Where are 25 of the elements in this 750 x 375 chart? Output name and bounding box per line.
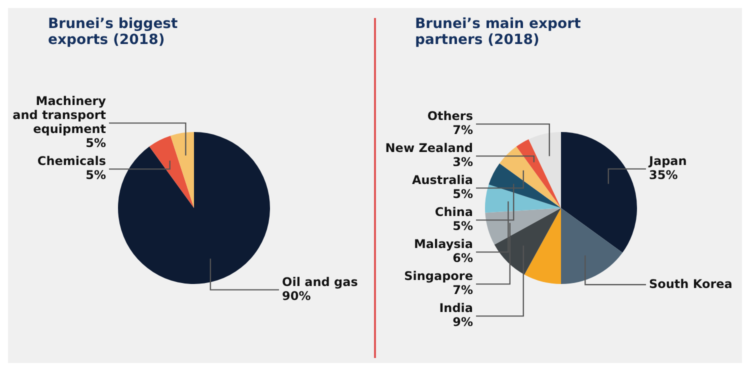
slice-label: Singapore [404, 269, 473, 284]
slice-label: Machinery and transport equipment [12, 94, 106, 136]
slice-label: Australia [412, 173, 473, 188]
slice-label: Japan [648, 154, 687, 168]
data-label: 35% [649, 168, 678, 182]
chart-title: Brunei’s main export partners (2018) [414, 15, 582, 50]
slice-label: Oil and gas [282, 274, 358, 289]
data-label: 7% [452, 123, 473, 138]
data-label: 90% [282, 288, 311, 303]
data-label: 5% [452, 187, 473, 202]
slice-label: India [439, 301, 473, 316]
slice-label: Malaysia [414, 237, 473, 252]
data-label: 6% [452, 251, 473, 266]
data-label: 5% [86, 136, 106, 150]
data-label: 3% [452, 155, 473, 170]
data-label: 5% [452, 219, 473, 234]
chart-title: Brunei’s biggest exports (2018) [47, 15, 179, 50]
data-label: 9% [452, 315, 473, 330]
slice-label: Chemicals [37, 154, 106, 168]
slice-label: China [434, 205, 473, 220]
data-label: 7% [452, 283, 473, 298]
slice-label: New Zealand [385, 141, 473, 156]
data-label: 5% [86, 168, 106, 182]
slice-label: Others [427, 109, 473, 124]
slice-label: South Korea [649, 276, 732, 291]
